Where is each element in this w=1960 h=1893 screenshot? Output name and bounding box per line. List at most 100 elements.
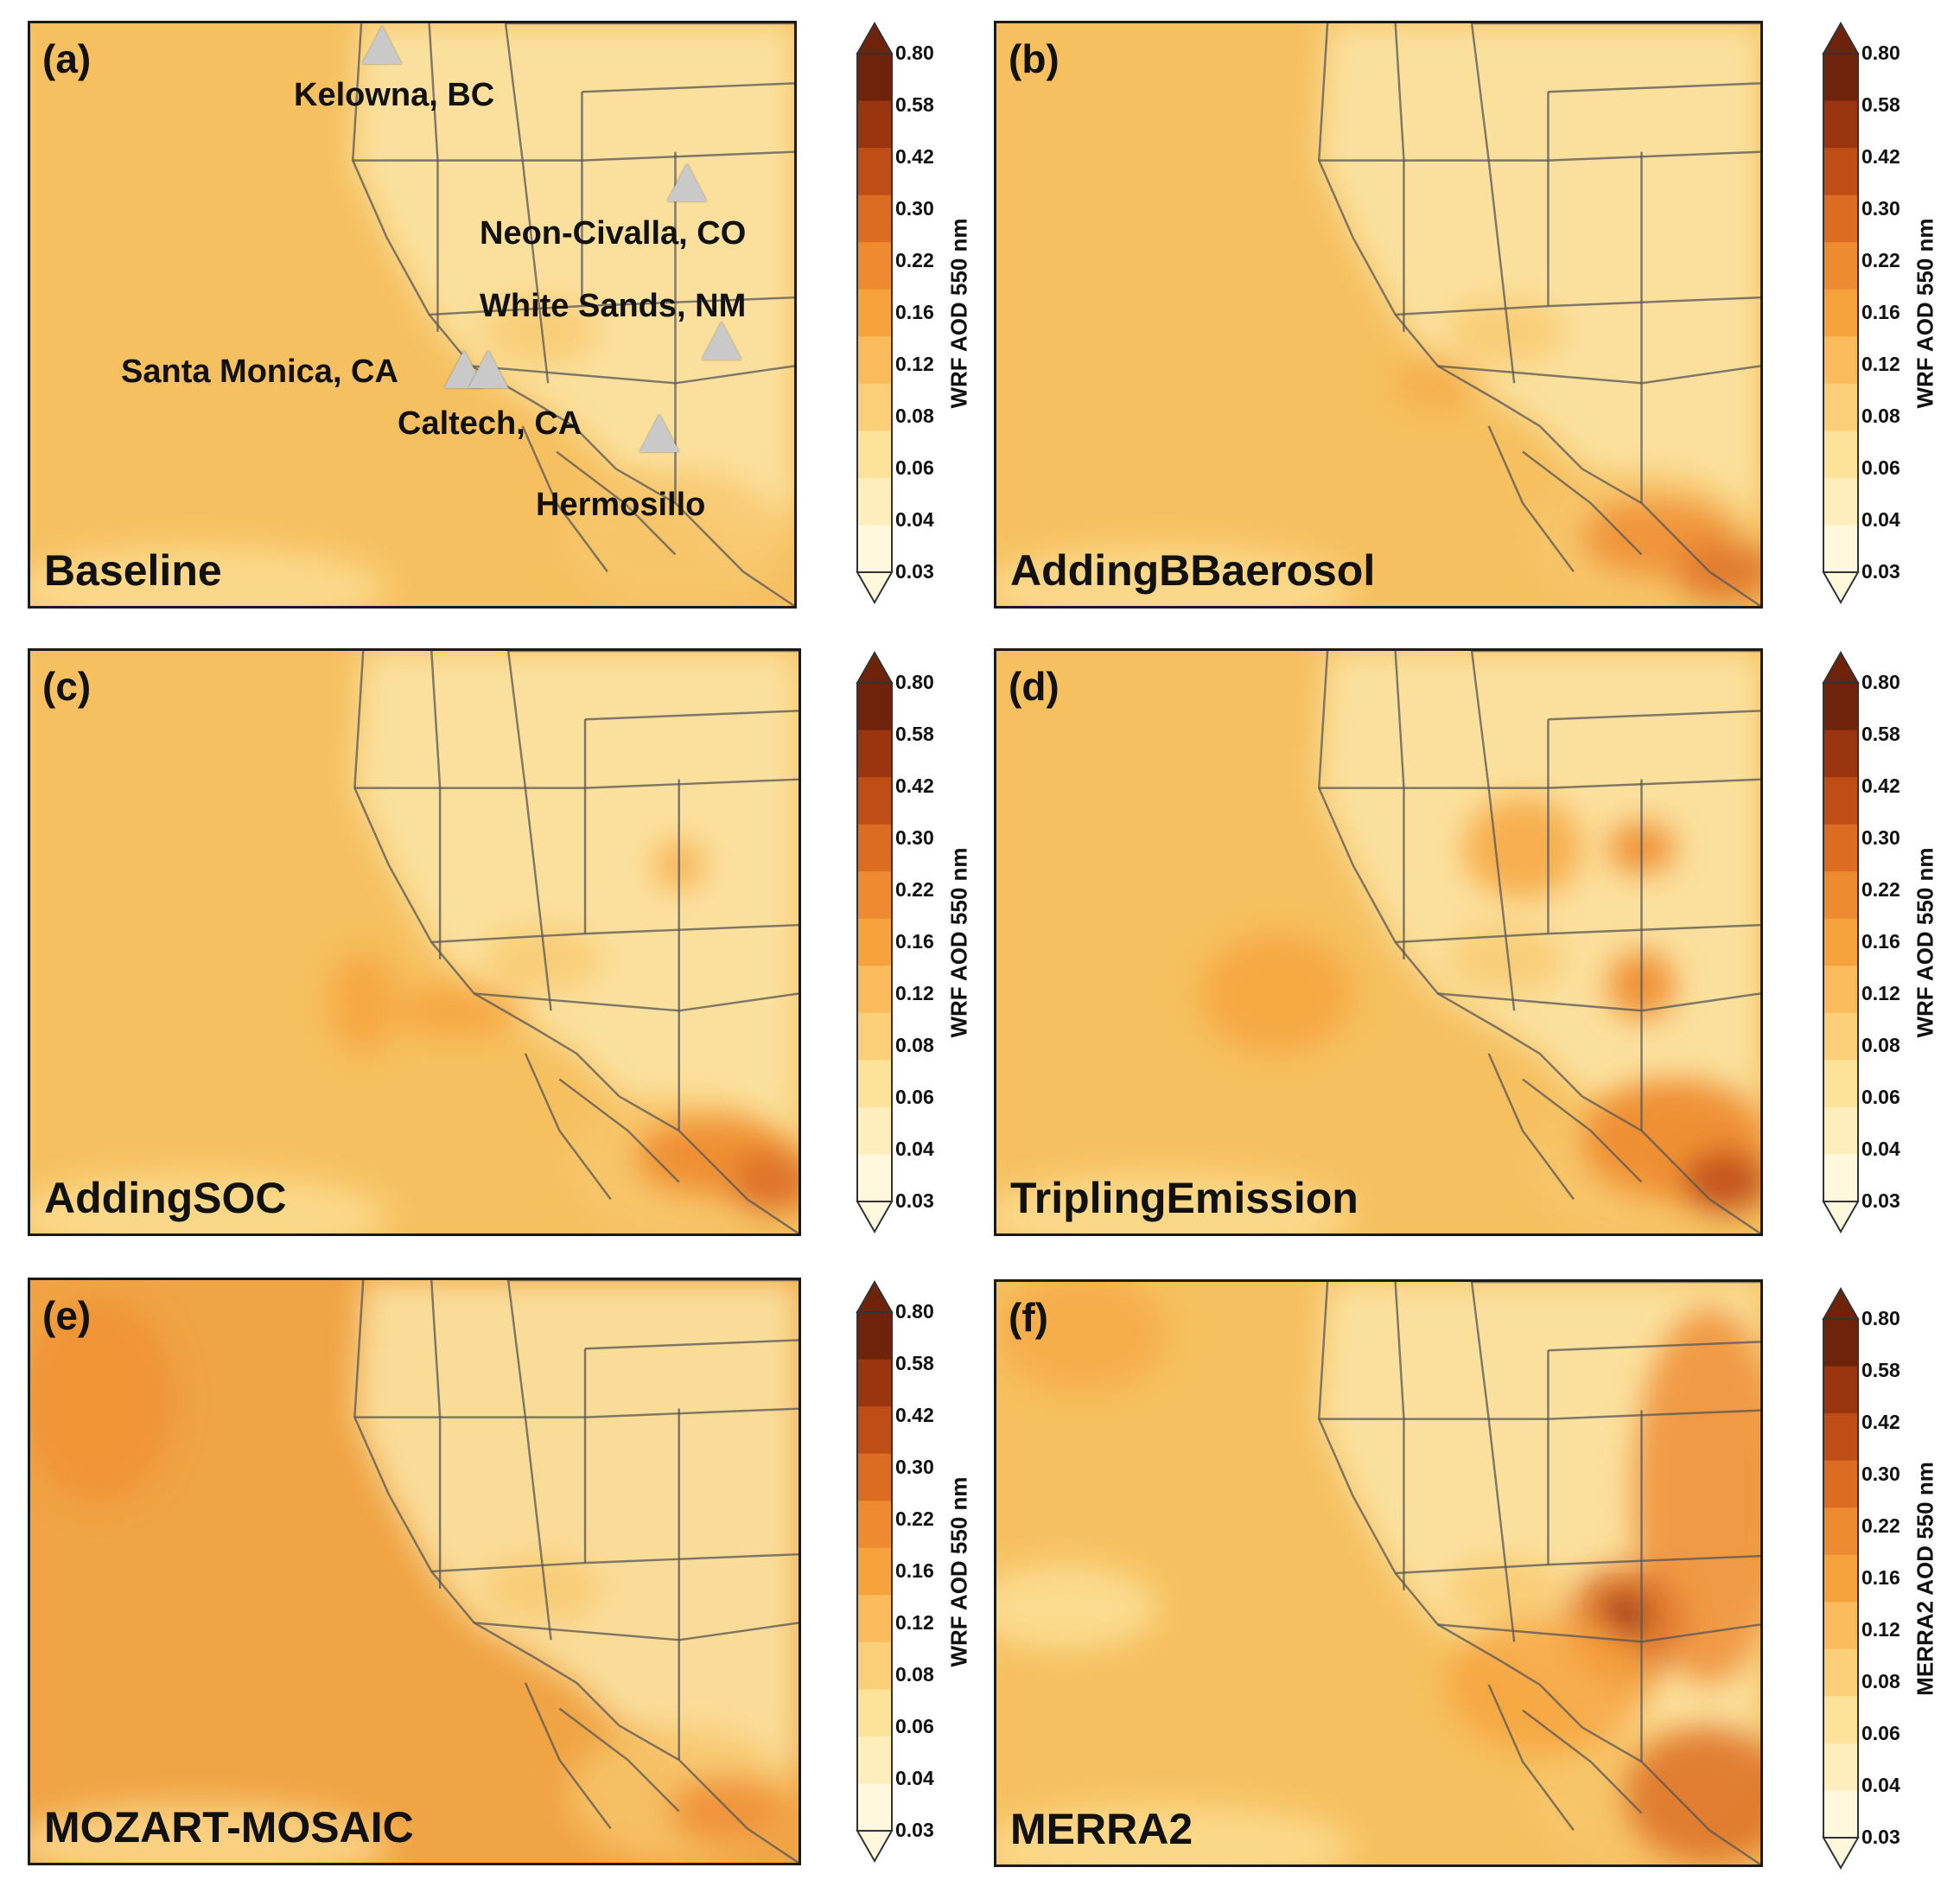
colorbar-segment (857, 477, 892, 526)
boundary-line (524, 1682, 612, 1830)
colorbar-segment (857, 100, 892, 149)
colorbar-tick-label: 0.58 (895, 1352, 934, 1374)
colorbar: 0.80 0.58 0.42 0.30 0.22 0.16 0.12 0.08 0.06 0.04… (1815, 1284, 1960, 1872)
site-label: Neon-Civalla, CO (480, 215, 747, 252)
colorbar-arrow-top (1822, 21, 1860, 54)
colorbar-segment (1823, 1743, 1858, 1791)
boundary-line (1548, 296, 1760, 308)
boundary-line (431, 932, 586, 944)
colorbar-tick-label: 0.16 (1861, 301, 1900, 323)
aod-field (30, 23, 794, 606)
map-frame: (f) MERRA2 (994, 1279, 1763, 1867)
site-label: Santa Monica, CA (121, 354, 398, 390)
site-label: Caltech, CA (398, 405, 582, 442)
aod-patch (30, 1802, 389, 1863)
colorbar: 0.80 0.58 0.42 0.30 0.22 0.16 0.12 0.08 0.06 0.04… (849, 648, 996, 1236)
colorbar-segment (1823, 824, 1858, 872)
colorbar-tick-label: 0.30 (895, 197, 934, 220)
colorbar-tick-label: 0.22 (895, 878, 934, 901)
colorbar-tick-label: 0.30 (1861, 1463, 1900, 1485)
colorbar-segment (857, 1406, 892, 1455)
boundary-line (1487, 160, 1516, 384)
colorbar-segment (1823, 1060, 1858, 1108)
boundary-line (524, 1053, 612, 1201)
colorbar-tick-label: 0.30 (895, 826, 934, 849)
colorbar-segment (857, 683, 892, 731)
colorbar-segment (857, 430, 892, 479)
colorbar-tick-label: 0.03 (895, 1189, 934, 1212)
aod-patch (996, 1804, 1353, 1864)
boundary-line (1548, 1341, 1760, 1352)
colorbar-segment (1823, 1507, 1858, 1556)
boundary-line (585, 1339, 799, 1350)
colorbar-tick-label: 0.58 (895, 723, 934, 745)
map-frame: (c) AddingSOC (28, 648, 801, 1236)
aod-field (30, 651, 799, 1233)
panel-title: AddingBBaerosol (1010, 546, 1376, 595)
colorbar-segment (857, 289, 892, 337)
panel-title: Baseline (44, 546, 222, 595)
aod-patch (480, 297, 600, 366)
aod-patch (482, 1554, 602, 1623)
boundary-line (1318, 651, 1760, 1233)
colorbar-segment (1823, 336, 1858, 385)
colorbar-tick-label: 0.06 (1861, 1722, 1900, 1744)
boundary-line (1395, 1563, 1549, 1575)
colorbar-segment (857, 242, 892, 290)
colorbar-tick-label: 0.03 (895, 1819, 934, 1841)
colorbar-tick-label: 0.03 (1861, 560, 1900, 583)
colorbar-tick-label: 0.08 (895, 1663, 934, 1686)
colorbar-tick-label: 0.16 (1861, 930, 1900, 953)
boundary-line (521, 160, 550, 384)
colorbar-tick-label: 0.12 (1861, 1618, 1900, 1641)
aod-patch (996, 1173, 1353, 1233)
colorbar-tick-label: 0.08 (895, 405, 934, 427)
colorbar-scale (856, 21, 894, 605)
colorbar-segment (857, 336, 892, 385)
site-marker-icon (640, 414, 679, 452)
colorbar-tick-label: 0.80 (1861, 1307, 1900, 1329)
boundary-line (506, 1280, 527, 1418)
boundary-line (1318, 23, 1760, 606)
aod-hotspot (729, 1151, 799, 1213)
colorbar-tick-label: 0.12 (895, 1611, 934, 1634)
boundary-line (430, 651, 442, 788)
colorbar-tick-label: 0.80 (1861, 671, 1900, 693)
colorbar-tick-label: 0.06 (1861, 1086, 1900, 1108)
colorbar-tick-label: 0.42 (895, 1404, 934, 1426)
site-marker-icon (468, 350, 508, 388)
boundary-line (1522, 1078, 1643, 1183)
boundary-line (1487, 787, 1516, 1011)
colorbar-tick-label: 0.22 (1861, 249, 1900, 271)
aod-hotspot (1675, 541, 1760, 602)
boundary-line (428, 23, 439, 161)
colorbar-tick-label: 0.06 (895, 1715, 934, 1737)
colorbar-tick-label: 0.12 (1861, 982, 1900, 1004)
aod-field (30, 1280, 799, 1863)
aod-field (996, 1282, 1760, 1864)
colorbar-segment (1823, 1554, 1858, 1603)
boundary-line (585, 710, 799, 721)
boundary-line (1437, 1623, 1760, 1643)
colorbar-segment (857, 1501, 892, 1549)
boundary-line (1548, 710, 1760, 721)
colorbar-tick-label: 0.22 (895, 1507, 934, 1530)
colorbar-tick-label: 0.42 (1861, 774, 1900, 797)
colorbar-tick-label: 0.12 (1861, 353, 1900, 375)
boundary-line (430, 1280, 442, 1418)
colorbar-tick-label: 0.42 (1861, 1411, 1900, 1433)
colorbar-tick-label: 0.06 (895, 456, 934, 479)
boundary-line (558, 1707, 680, 1813)
aod-hotspot (1624, 1727, 1760, 1864)
colorbar-tick-label: 0.80 (895, 1300, 934, 1323)
colorbar-segment (1823, 918, 1858, 966)
boundary-line (1522, 1709, 1643, 1814)
colorbar-segment (857, 148, 892, 196)
panel-letter: (e) (42, 1293, 92, 1338)
colorbar-tick-label: 0.04 (1861, 1774, 1900, 1796)
aod-hotspot (996, 1282, 1167, 1393)
boundary-line (556, 450, 677, 556)
colorbar-title: MERRA2 AOD 550 nm (1912, 1462, 1938, 1696)
panel-letter: (a) (42, 36, 92, 81)
colorbar-tick-label: 0.58 (1861, 93, 1900, 116)
